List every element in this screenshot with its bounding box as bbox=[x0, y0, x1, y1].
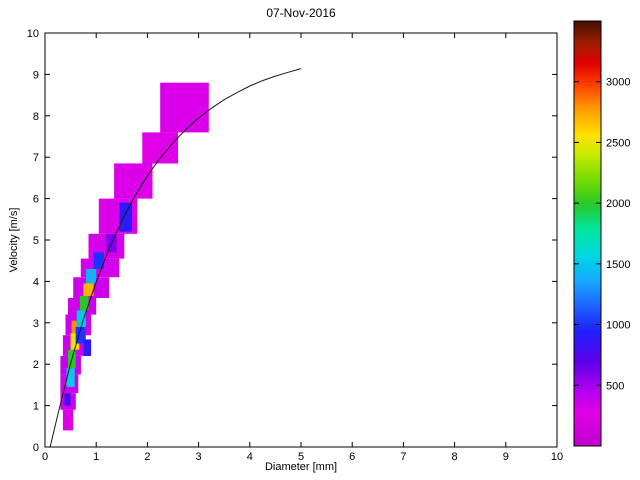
y-tick-label: 4 bbox=[33, 276, 39, 288]
heatmap-cell bbox=[64, 393, 71, 406]
y-tick-label: 10 bbox=[27, 28, 39, 40]
colorbar: 500 1000 1500 2000 2500 3000 bbox=[573, 20, 630, 447]
y-tick-label: 0 bbox=[33, 442, 39, 454]
heatmap-cell bbox=[70, 333, 80, 350]
x-tick-label: 2 bbox=[144, 451, 150, 463]
heatmap-cell bbox=[75, 326, 85, 344]
colorbar-gradient bbox=[574, 21, 601, 446]
colorbar-tick-label: 1500 bbox=[606, 259, 630, 271]
y-tick-label: 3 bbox=[33, 318, 39, 330]
x-tick-label: 4 bbox=[247, 451, 253, 463]
heatmap-cell bbox=[76, 310, 86, 327]
x-tick-label: 3 bbox=[196, 451, 202, 463]
y-tick-label: 9 bbox=[33, 69, 39, 81]
y-axis-label: Velocity [m/s] bbox=[8, 207, 20, 273]
x-tick-label: 6 bbox=[349, 451, 355, 463]
heatmap-cell bbox=[93, 252, 104, 269]
y-tick-label: 7 bbox=[33, 152, 39, 164]
y-tick-label: 8 bbox=[33, 111, 39, 123]
colorbar-tick-label: 1000 bbox=[606, 320, 630, 332]
x-tick-label: 9 bbox=[503, 451, 509, 463]
chart-title: 07-Nov-2016 bbox=[266, 6, 336, 20]
x-tick-label: 0 bbox=[42, 451, 48, 463]
heatmap-cell bbox=[79, 295, 89, 311]
heatmap-cell bbox=[119, 202, 132, 232]
colorbar-tick-label: 2500 bbox=[606, 137, 630, 149]
heatmap-cell bbox=[83, 283, 94, 296]
heatmap-cells bbox=[60, 82, 209, 431]
terminal-velocity-curve bbox=[49, 68, 302, 448]
y-tick-label: 6 bbox=[33, 194, 39, 206]
y-tick-label: 5 bbox=[33, 235, 39, 247]
colorbar-box bbox=[573, 20, 602, 447]
x-tick-label: 5 bbox=[298, 451, 304, 463]
x-tick-label: 8 bbox=[452, 451, 458, 463]
heatmap-cell bbox=[160, 82, 209, 133]
x-tick-label: 7 bbox=[400, 451, 406, 463]
x-axis-label: Diameter [mm] bbox=[264, 461, 338, 473]
heatmap-cell bbox=[86, 269, 97, 284]
axes: 0 1 2 3 4 5 6 7 8 9 10 0 1 2 3 4 5 6 7 8 9 10 bbox=[27, 28, 563, 463]
heatmap-cell bbox=[83, 339, 92, 356]
colorbar-tick-label: 500 bbox=[606, 380, 624, 392]
y-tick-label: 1 bbox=[33, 401, 39, 413]
heatmap-cell bbox=[62, 409, 74, 431]
colorbar-tick-label: 3000 bbox=[606, 77, 630, 89]
x-tick-label: 1 bbox=[93, 451, 99, 463]
y-tick-label: 2 bbox=[33, 359, 39, 371]
x-tick-label: 10 bbox=[551, 451, 563, 463]
colorbar-tick-label: 2000 bbox=[606, 198, 630, 210]
heatmap-cell bbox=[114, 163, 153, 199]
heatmap-cell bbox=[66, 368, 75, 387]
